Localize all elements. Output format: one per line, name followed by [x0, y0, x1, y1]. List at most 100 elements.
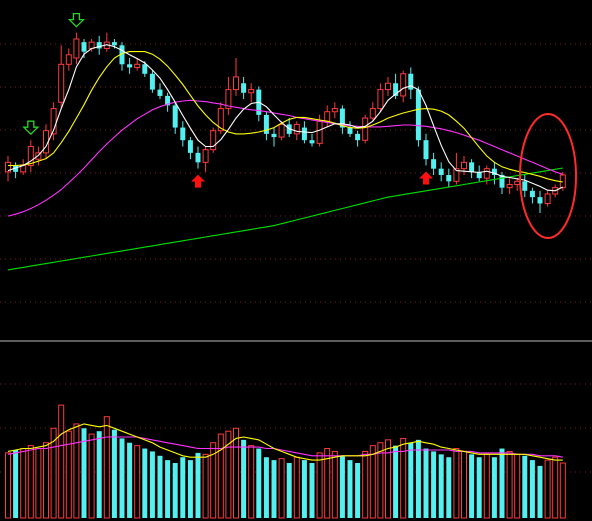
volume-bar-54 — [415, 439, 421, 518]
volume-bar-43 — [331, 450, 338, 519]
volume-bar-22 — [172, 463, 178, 518]
candle-7 — [58, 45, 65, 109]
candle-body-6 — [50, 108, 57, 135]
buy-arrow-icon — [191, 174, 205, 188]
candle-48 — [369, 102, 376, 122]
volume-bar-33 — [256, 448, 262, 518]
candle-body-20 — [157, 89, 163, 96]
sell-arrow-icon — [67, 13, 85, 28]
candle-body-14 — [111, 42, 117, 46]
candle-38 — [293, 121, 300, 141]
candle-body-24 — [187, 140, 193, 153]
candle-body-31 — [241, 83, 247, 93]
volume-bar-50 — [385, 439, 391, 519]
candle-body-32 — [248, 89, 255, 94]
volume-bar-17 — [134, 445, 141, 519]
volume-bar-39 — [301, 460, 307, 518]
volume-bar-42 — [324, 448, 331, 519]
candle-1 — [13, 162, 19, 179]
candle-body-65 — [499, 175, 505, 188]
volume-ma-line — [7, 423, 563, 461]
volume-bar-15 — [119, 438, 125, 518]
candle-35 — [271, 127, 277, 147]
volume-bar-24 — [187, 460, 193, 518]
candle-body-10 — [81, 42, 87, 52]
volume-bar-58 — [446, 457, 452, 518]
volume-bar-0 — [5, 452, 11, 519]
volume-bar-46 — [355, 463, 361, 518]
candle-3 — [27, 140, 34, 172]
candle-body-3 — [27, 146, 34, 167]
volume-bar-70 — [537, 465, 543, 518]
candle-31 — [241, 76, 247, 100]
candle-29 — [225, 76, 232, 115]
volume-pane[interactable] — [5, 404, 566, 519]
volume-bar-34 — [263, 457, 269, 518]
volume-bar-53 — [408, 442, 414, 518]
volume-bar-19 — [149, 451, 155, 518]
volume-bar-29 — [225, 430, 232, 519]
volume-bar-26 — [202, 453, 209, 519]
volume-bar-73 — [559, 462, 566, 519]
candle-16 — [127, 57, 133, 74]
volume-bar-44 — [339, 455, 345, 518]
volume-bar-62 — [476, 457, 482, 518]
candle-58 — [446, 168, 452, 188]
candle-53 — [408, 67, 414, 100]
candle-71 — [544, 190, 551, 207]
volume-bar-61 — [469, 454, 475, 518]
candle-8 — [65, 48, 72, 71]
candle-50 — [385, 76, 391, 96]
volume-ma2-line — [7, 436, 563, 458]
volume-bar-5 — [43, 442, 49, 519]
candle-49 — [377, 83, 384, 112]
candle-body-8 — [65, 54, 72, 65]
candle-70 — [537, 190, 543, 213]
candle-body-67 — [514, 180, 521, 185]
candle-60 — [461, 156, 467, 175]
volume-bar-7 — [58, 404, 65, 519]
candle-0 — [5, 156, 11, 182]
candle-51 — [393, 73, 399, 100]
candle-body-38 — [293, 123, 300, 135]
volume-bar-2 — [20, 448, 27, 519]
candle-body-68 — [522, 181, 528, 191]
candle-69 — [529, 187, 535, 204]
price-pane[interactable] — [5, 32, 566, 213]
candle-body-66 — [506, 183, 513, 189]
candle-body-71 — [544, 193, 551, 204]
ma20-line — [7, 99, 563, 217]
volume-bar-48 — [369, 445, 376, 519]
candle-30 — [233, 57, 239, 96]
candle-45 — [347, 121, 353, 138]
volume-bar-3 — [27, 445, 34, 519]
ma60-line — [7, 167, 563, 271]
candle-body-58 — [446, 175, 452, 182]
volume-bar-27 — [210, 442, 217, 519]
candle-23 — [180, 121, 186, 147]
candle-body-1 — [13, 165, 19, 172]
volume-bar-21 — [165, 460, 171, 518]
volume-bar-10 — [81, 428, 87, 518]
candle-21 — [165, 92, 171, 112]
candle-12 — [96, 35, 102, 55]
candle-body-22 — [172, 105, 178, 128]
candle-body-15 — [119, 45, 125, 65]
candle-47 — [362, 114, 369, 144]
volume-bar-45 — [347, 460, 353, 518]
candle-40 — [309, 133, 315, 147]
ma5-line — [7, 44, 564, 192]
volume-bar-31 — [241, 439, 247, 518]
candle-body-27 — [210, 130, 217, 151]
candle-61 — [469, 159, 475, 179]
candle-body-54 — [415, 89, 421, 141]
volume-bar-1 — [13, 449, 19, 518]
candle-42 — [324, 105, 331, 128]
candle-body-39 — [301, 127, 307, 141]
volume-bar-55 — [423, 448, 429, 518]
candle-body-9 — [73, 38, 80, 59]
volume-bar-4 — [35, 448, 42, 519]
candle-body-41 — [316, 120, 323, 144]
candle-6 — [50, 102, 57, 141]
